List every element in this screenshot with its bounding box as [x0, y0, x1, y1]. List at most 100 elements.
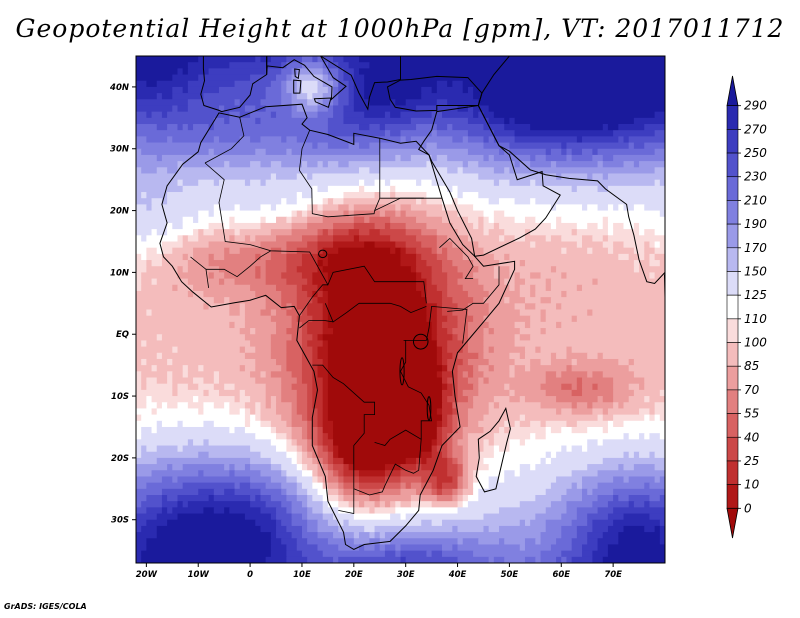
field-cell: [514, 235, 526, 243]
field-cell: [566, 346, 573, 354]
field-cell: [659, 433, 665, 440]
field-cell: [514, 340, 665, 348]
field-cell: [379, 532, 386, 539]
field-cell: [312, 334, 319, 342]
field-cell: [193, 216, 199, 224]
field-cell: [535, 179, 656, 187]
field-cell: [436, 426, 443, 434]
field-cell: [136, 315, 246, 323]
field-cell: [592, 525, 609, 533]
field-cell: [136, 260, 147, 267]
field-cell: [156, 525, 262, 533]
field-cell: [452, 451, 464, 459]
field-cell: [416, 266, 433, 274]
y-tick-label: 20S: [111, 454, 129, 464]
field-cell: [348, 519, 422, 527]
field-cell: [250, 445, 277, 453]
field-cell: [488, 358, 516, 366]
field-cell: [493, 154, 531, 162]
field-cell: [509, 365, 516, 372]
field-cell: [457, 408, 469, 416]
field-cell: [296, 173, 308, 181]
field-cell: [623, 204, 635, 212]
field-cell: [177, 501, 184, 508]
field-cell: [208, 68, 267, 76]
field-cell: [353, 222, 376, 230]
field-cell: [141, 272, 179, 280]
field-cell: [146, 235, 179, 243]
field-cell: [473, 297, 485, 304]
field-cell: [618, 124, 645, 131]
field-cell: [519, 414, 526, 422]
field-cell: [255, 414, 262, 422]
field-cell: [203, 377, 215, 385]
field-cell: [654, 229, 665, 236]
field-cell: [561, 290, 568, 298]
field-cell: [161, 260, 189, 267]
field-cell: [281, 68, 293, 76]
field-cell: [333, 439, 433, 447]
field-cell: [307, 321, 324, 329]
field-cell: [270, 538, 282, 546]
field-cell: [141, 414, 246, 422]
field-cell: [270, 513, 277, 521]
field-cell: [473, 550, 542, 558]
field-cell: [291, 439, 298, 447]
field-cell: [582, 482, 599, 490]
field-cell: [473, 111, 479, 119]
field-cell: [467, 433, 495, 440]
field-cell: [291, 210, 298, 218]
field-cell: [156, 420, 163, 428]
field-cell: [229, 470, 236, 478]
field-cell: [530, 433, 536, 440]
field-cell: [156, 167, 168, 175]
field-cell: [483, 111, 495, 119]
field-cell: [405, 99, 438, 107]
field-cell: [353, 68, 360, 76]
field-cell: [550, 235, 562, 243]
field-cell: [301, 321, 308, 329]
field-cell: [654, 451, 665, 459]
field-cell: [467, 340, 485, 348]
field-cell: [390, 192, 396, 199]
field-cell: [602, 426, 609, 434]
field-cell: [265, 556, 288, 563]
field-cell: [613, 494, 619, 502]
field-cell: [483, 513, 536, 521]
field-cell: [343, 74, 355, 82]
field-cell: [338, 247, 391, 255]
field-cell: [556, 266, 635, 274]
field-cell: [431, 550, 443, 558]
field-cell: [307, 204, 313, 212]
field-cell: [576, 383, 583, 391]
field-cell: [203, 507, 215, 515]
field-cell: [203, 389, 210, 397]
field-cell: [327, 198, 334, 205]
field-cell: [421, 198, 428, 205]
field-cell: [327, 494, 339, 502]
field-cell: [312, 402, 324, 410]
field-cell: [421, 86, 433, 94]
coastline: [313, 97, 332, 108]
field-cell: [582, 148, 593, 156]
field-cell: [483, 457, 542, 465]
field-cell: [576, 420, 609, 428]
field-cell: [327, 229, 334, 236]
field-cell: [665, 223, 671, 230]
field-cell: [493, 396, 511, 403]
field-cell: [665, 476, 671, 483]
field-cell: [488, 321, 516, 329]
field-cell: [187, 439, 194, 447]
field-cell: [281, 80, 288, 88]
field-cell: [136, 185, 184, 193]
field-cell: [462, 470, 469, 478]
field-cell: [644, 253, 651, 261]
field-cell: [395, 99, 407, 107]
coastline: [475, 407, 511, 493]
field-cell: [597, 383, 614, 391]
field-cell: [535, 556, 542, 563]
field-cell: [156, 445, 179, 453]
field-cell: [177, 346, 241, 354]
field-cell: [597, 470, 665, 478]
field-cell: [359, 544, 365, 552]
